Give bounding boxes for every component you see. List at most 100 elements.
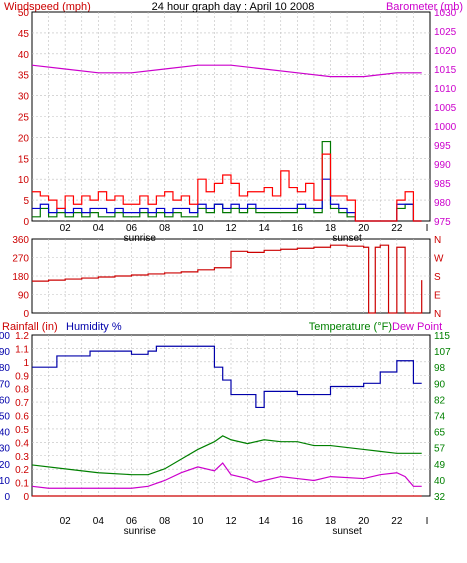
x-tick-label-18: 18: [325, 516, 337, 527]
dewpoint-axis-label: Dew Point: [392, 321, 442, 333]
sunset-marker-label: sunset: [332, 233, 362, 244]
wind-y-tick-6: 30: [18, 92, 30, 103]
temp-y-tick-6: 82: [434, 395, 446, 406]
humidity-series: [32, 345, 422, 409]
rain-y-tick-1: 0.1: [15, 479, 29, 490]
temp-y-tick-0: 32: [434, 492, 446, 503]
baro-y-tick-10: 1025: [434, 27, 457, 38]
x-tick-label-16: 16: [292, 223, 304, 234]
rain-y-tick-5: 0.5: [15, 425, 29, 436]
temperature-axis-label: Temperature (°F): [309, 321, 392, 333]
baro-y-tick-11: 1030: [434, 8, 457, 19]
x-tick-label-14: 14: [259, 516, 271, 527]
x-tick-label-16: 16: [292, 516, 304, 527]
x-tick-label-02: 02: [60, 516, 72, 527]
wind-y-tick-3: 15: [18, 154, 30, 165]
temp-y-tick-10: 115: [434, 331, 450, 342]
sunrise-marker-label: sunrise: [124, 526, 157, 537]
humidity-y-tick-3: 30: [0, 444, 10, 455]
sunset-marker-label: sunset: [332, 526, 362, 537]
baro-y-tick-2: 985: [434, 179, 451, 190]
x-tick-label-18: 18: [325, 223, 337, 234]
x-tick-label-12: 12: [225, 223, 237, 234]
rainfall-axis-label: Rainfall (in): [2, 321, 58, 333]
temp-y-tick-3: 57: [434, 444, 446, 455]
rain-y-tick-2: 0.2: [15, 465, 29, 476]
temp-y-tick-1: 40: [434, 476, 446, 487]
chart-title: 24 hour graph day : April 10 2008: [152, 1, 315, 13]
x-tick-label-20: 20: [358, 223, 370, 234]
wind-y-tick-7: 35: [18, 71, 30, 82]
humidity-y-tick-8: 80: [0, 363, 10, 374]
humidity-axis-label: Humidity %: [66, 321, 122, 333]
baro-y-tick-1: 980: [434, 198, 451, 209]
temperature-series: [31, 435, 422, 476]
baro-y-tick-0: 975: [434, 217, 451, 228]
dir-compass-tick-3: W: [434, 254, 444, 265]
rain-y-tick-9: 0.9: [15, 371, 29, 382]
barometer-axis-label: Barometer (mb): [386, 1, 463, 13]
rain-y-tick-3: 0.3: [15, 452, 29, 463]
dir-compass-tick-0: N: [434, 309, 441, 320]
temp-y-tick-4: 65: [434, 428, 446, 439]
wind-direction-series: [32, 244, 423, 314]
x-tick-label-20: 20: [358, 516, 370, 527]
temp-y-tick-2: 49: [434, 460, 446, 471]
x-tick-label-08: 08: [159, 516, 171, 527]
x-tick-label-22: 22: [391, 516, 403, 527]
sunrise-marker-label: sunrise: [124, 233, 157, 244]
humidity-y-tick-10: 100: [0, 331, 10, 342]
wind-y-tick-2: 10: [18, 175, 30, 186]
dewpoint-series: [31, 462, 422, 489]
dir-y-tick-0: 0: [23, 309, 29, 320]
rain-y-tick-6: 0.6: [15, 412, 29, 423]
humidity-y-tick-1: 10: [0, 476, 10, 487]
baro-y-tick-9: 1020: [434, 46, 457, 57]
humidity-y-tick-4: 40: [0, 428, 10, 439]
temp-y-tick-5: 74: [434, 412, 446, 423]
humidity-y-tick-0: 0: [4, 492, 10, 503]
baro-y-tick-6: 1005: [434, 103, 457, 114]
rain-y-tick-8: 0.8: [15, 385, 29, 396]
x-tick-label-06: 06: [126, 516, 138, 527]
x-tick-label-10: 10: [192, 516, 204, 527]
dir-compass-tick-2: S: [434, 272, 441, 283]
temp-y-tick-7: 90: [434, 379, 446, 390]
x-tick-label-end: I: [426, 223, 429, 234]
x-tick-label-08: 08: [159, 223, 171, 234]
x-tick-label-12: 12: [225, 516, 237, 527]
rain-y-tick-11: 1.1: [15, 344, 29, 355]
barometer-series: [31, 64, 422, 78]
dir-y-tick-3: 270: [12, 254, 29, 265]
humidity-y-tick-5: 50: [0, 412, 10, 423]
temp-y-tick-8: 98: [434, 363, 446, 374]
wind-axis-label: Windspeed (mph): [4, 1, 91, 13]
x-tick-label-10: 10: [192, 223, 204, 234]
humidity-y-tick-9: 90: [0, 347, 10, 358]
x-tick-label-end: I: [426, 516, 429, 527]
humidity-y-tick-2: 20: [0, 460, 10, 471]
wind-y-tick-0: 0: [23, 217, 29, 228]
baro-y-tick-5: 1000: [434, 122, 457, 133]
rain-y-tick-10: 1: [23, 358, 29, 369]
wind-gust-series: [32, 153, 422, 222]
humidity-y-tick-7: 70: [0, 379, 10, 390]
x-tick-label-04: 04: [93, 223, 105, 234]
baro-y-tick-7: 1010: [434, 84, 457, 95]
baro-y-tick-3: 990: [434, 160, 451, 171]
wind-y-tick-9: 45: [18, 29, 30, 40]
rain-y-tick-7: 0.7: [15, 398, 29, 409]
x-tick-label-22: 22: [391, 223, 403, 234]
dir-y-tick-4: 360: [12, 235, 29, 246]
baro-y-tick-4: 995: [434, 141, 451, 152]
rain-y-tick-4: 0.4: [15, 438, 29, 449]
x-tick-label-06: 06: [126, 223, 138, 234]
wind-y-tick-8: 40: [18, 50, 30, 61]
dir-compass-tick-4: N: [434, 235, 441, 246]
x-tick-label-04: 04: [93, 516, 105, 527]
dir-y-tick-2: 180: [12, 272, 29, 283]
dir-y-tick-1: 90: [18, 291, 30, 302]
wind-y-tick-5: 25: [18, 113, 30, 124]
x-tick-label-14: 14: [259, 223, 271, 234]
